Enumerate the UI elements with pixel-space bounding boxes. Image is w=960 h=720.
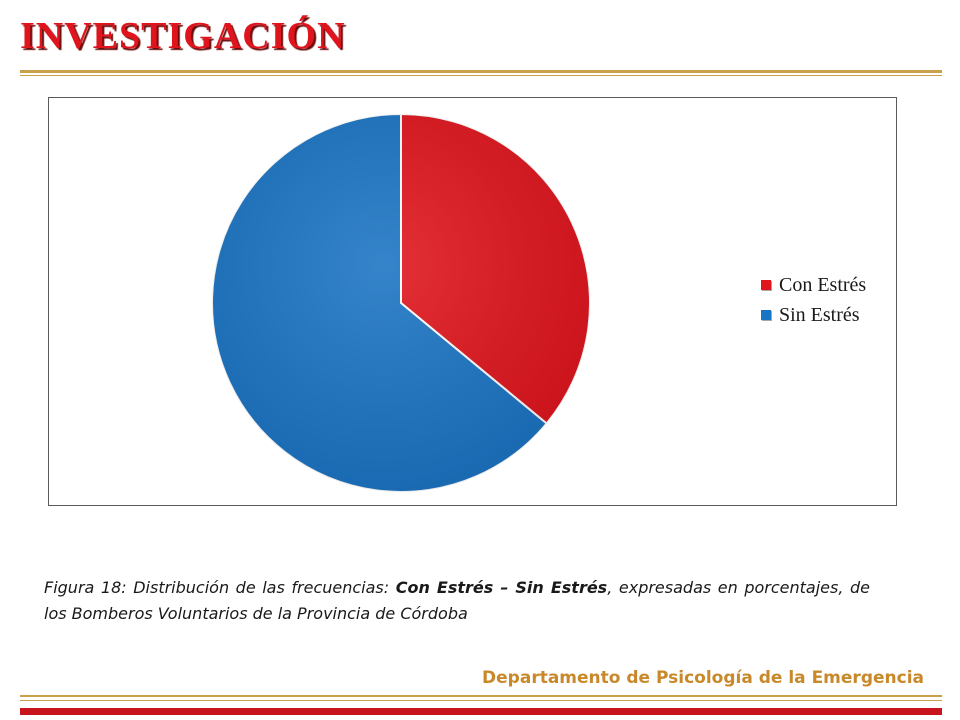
figure-caption: Figura 18: Distribución de las frecuenci… [44, 575, 870, 627]
legend-label: Sin Estrés [779, 303, 860, 326]
legend-label: Con Estrés [779, 273, 867, 296]
bottom-gold-rule [20, 695, 942, 697]
chart-frame: Con Estrés Sin Estrés [48, 97, 897, 506]
bottom-red-band [20, 708, 942, 715]
top-gold-rule [20, 70, 942, 73]
legend-swatch [761, 280, 771, 290]
caption-bold-phrase: Con Estrés – Sin Estrés [395, 578, 608, 597]
caption-suffix: , expresadas en porcentajes, de los Bomb… [44, 578, 871, 623]
legend-swatch [761, 310, 771, 320]
bottom-gold-rule-thin [20, 700, 942, 701]
pie-chart [211, 112, 591, 493]
legend-item-sin-estres: Sin Estrés [761, 300, 866, 330]
footer-department: Departamento de Psicología de la Emergen… [482, 668, 924, 688]
slide-title: INVESTIGACIÓN [20, 15, 346, 57]
legend-item-con-estres: Con Estrés [761, 270, 866, 300]
chart-legend: Con Estrés Sin Estrés [761, 270, 866, 330]
top-gold-rule-thin [20, 75, 942, 76]
pie-gloss [212, 114, 590, 492]
caption-prefix: Figura 18: Distribución de las frecuenci… [44, 578, 396, 597]
